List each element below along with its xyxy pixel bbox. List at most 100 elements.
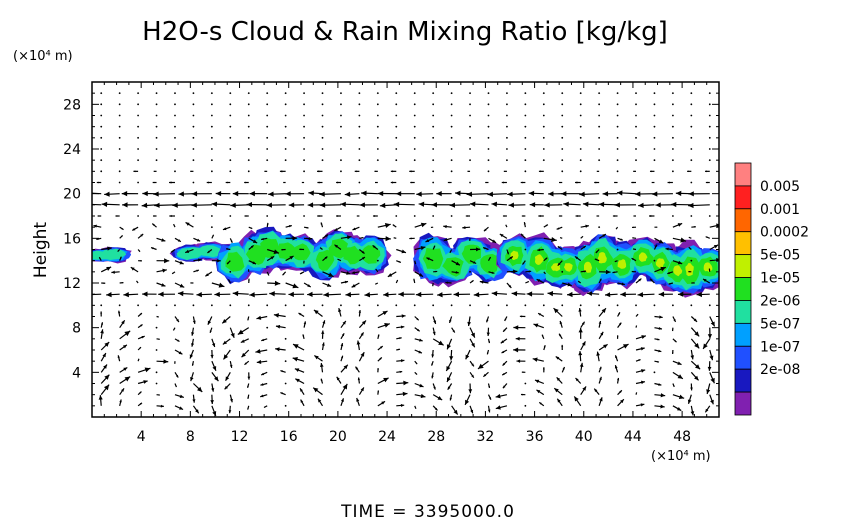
wind-vector-head — [97, 215, 100, 217]
wind-vector-dot — [524, 103, 527, 106]
wind-vector-head — [319, 363, 324, 368]
wind-vector-dot — [506, 159, 508, 162]
wind-vector-head — [269, 291, 275, 297]
wind-vector-head — [513, 325, 519, 330]
wind-vector-head — [431, 354, 435, 358]
wind-vector-head — [578, 308, 582, 312]
y-axis-label: Height — [31, 222, 51, 279]
wind-vector-dot — [487, 148, 490, 150]
wind-vector-head — [502, 215, 505, 217]
wind-vector-head — [677, 223, 683, 227]
wind-vector-head — [252, 239, 258, 244]
wind-vector-dot — [542, 103, 545, 106]
wind-vector-dot — [671, 92, 674, 95]
wind-vector-dot — [616, 248, 619, 251]
wind-vector-dot — [247, 125, 250, 128]
wind-vector-dot — [321, 103, 324, 106]
wind-vector-dot — [506, 304, 508, 307]
wind-vector-head — [509, 256, 513, 260]
wind-vector-head — [100, 311, 103, 314]
wind-vector-dot — [413, 92, 416, 95]
wind-vector-head — [345, 291, 351, 298]
wind-vector-head — [656, 226, 658, 228]
wind-vector-dot — [487, 170, 490, 173]
wind-vector-dot — [708, 159, 711, 162]
wind-vector-head — [536, 279, 541, 283]
wind-vector-head — [230, 332, 235, 338]
wind-vector-head — [582, 201, 589, 207]
wind-vector-head — [415, 362, 418, 365]
wind-vector-head — [334, 244, 339, 248]
wind-vector-dot — [247, 103, 250, 106]
wind-vector-head — [598, 320, 602, 324]
wind-vector-head — [344, 191, 351, 197]
wind-vector-head — [384, 222, 391, 228]
wind-vector-head — [115, 215, 118, 217]
wind-vector-dot — [321, 148, 324, 150]
wind-vector-head — [178, 351, 183, 355]
wind-vector-head — [603, 344, 608, 349]
wind-vector-head — [326, 283, 332, 287]
wind-vector-head — [123, 367, 128, 371]
wind-vector-head — [292, 283, 299, 289]
wind-vector-head — [185, 249, 190, 253]
wind-vector-head — [189, 354, 194, 359]
x-tick-label: 28 — [427, 429, 445, 445]
wind-vector-head — [340, 355, 344, 359]
wind-vector-head — [420, 393, 426, 399]
wind-vector-head — [400, 359, 405, 363]
wind-vector-head — [455, 261, 460, 266]
wind-vector-dot — [413, 148, 416, 150]
wind-vector-dot — [561, 159, 564, 162]
wind-vector-head — [471, 342, 475, 348]
wind-vector-head — [557, 262, 561, 266]
wind-vector-head — [361, 250, 365, 254]
wind-vector-head — [222, 340, 227, 345]
wind-vector-dot — [303, 304, 305, 307]
wind-vector-dot — [598, 103, 601, 106]
wind-vector-head — [636, 314, 639, 316]
wind-vector-head — [153, 191, 159, 197]
wind-vector-head — [693, 282, 695, 284]
wind-vector-head — [340, 201, 346, 207]
wind-vector-dot — [210, 114, 213, 117]
wind-vector-head — [559, 320, 563, 325]
wind-vector-head — [640, 403, 645, 407]
wind-vector-dot — [247, 114, 250, 117]
wind-vector-head — [121, 282, 124, 284]
wind-vector-head — [502, 385, 506, 389]
wind-vector-head — [425, 238, 430, 242]
wind-vector-head — [409, 170, 412, 173]
wind-vector-head — [660, 266, 666, 272]
wind-vector-head — [416, 191, 422, 197]
wind-vector-head — [152, 215, 155, 217]
wind-vector-dot — [616, 148, 619, 150]
wind-vector-head — [320, 222, 323, 225]
wind-vector-head — [288, 202, 295, 208]
wind-vector-head — [164, 258, 170, 264]
wind-vector-head — [288, 291, 294, 297]
wind-vector-head — [558, 215, 561, 217]
wind-vector-head — [264, 170, 266, 172]
wind-vector-head — [673, 319, 676, 322]
wind-vector-head — [688, 191, 694, 197]
wind-vector-dot — [708, 125, 711, 128]
wind-vector-head — [599, 376, 602, 380]
wind-vector-head — [360, 387, 364, 392]
wind-vector-head — [471, 374, 474, 378]
wind-vector-head — [491, 290, 498, 297]
wind-vector-head — [620, 291, 626, 297]
wind-vector-dot — [247, 170, 250, 173]
wind-vector-head — [581, 321, 585, 325]
wind-vector-dot — [469, 270, 471, 273]
wind-vector-dot — [155, 371, 158, 374]
wind-vector-dot — [340, 136, 342, 139]
wind-vector-head — [361, 237, 364, 239]
wind-vector-head — [638, 278, 642, 282]
wind-vector-dot — [100, 125, 103, 128]
wind-vector-head — [605, 269, 611, 275]
wind-vector-head — [121, 320, 125, 325]
wind-vector-head — [599, 366, 602, 370]
wind-vector-head — [103, 384, 110, 391]
